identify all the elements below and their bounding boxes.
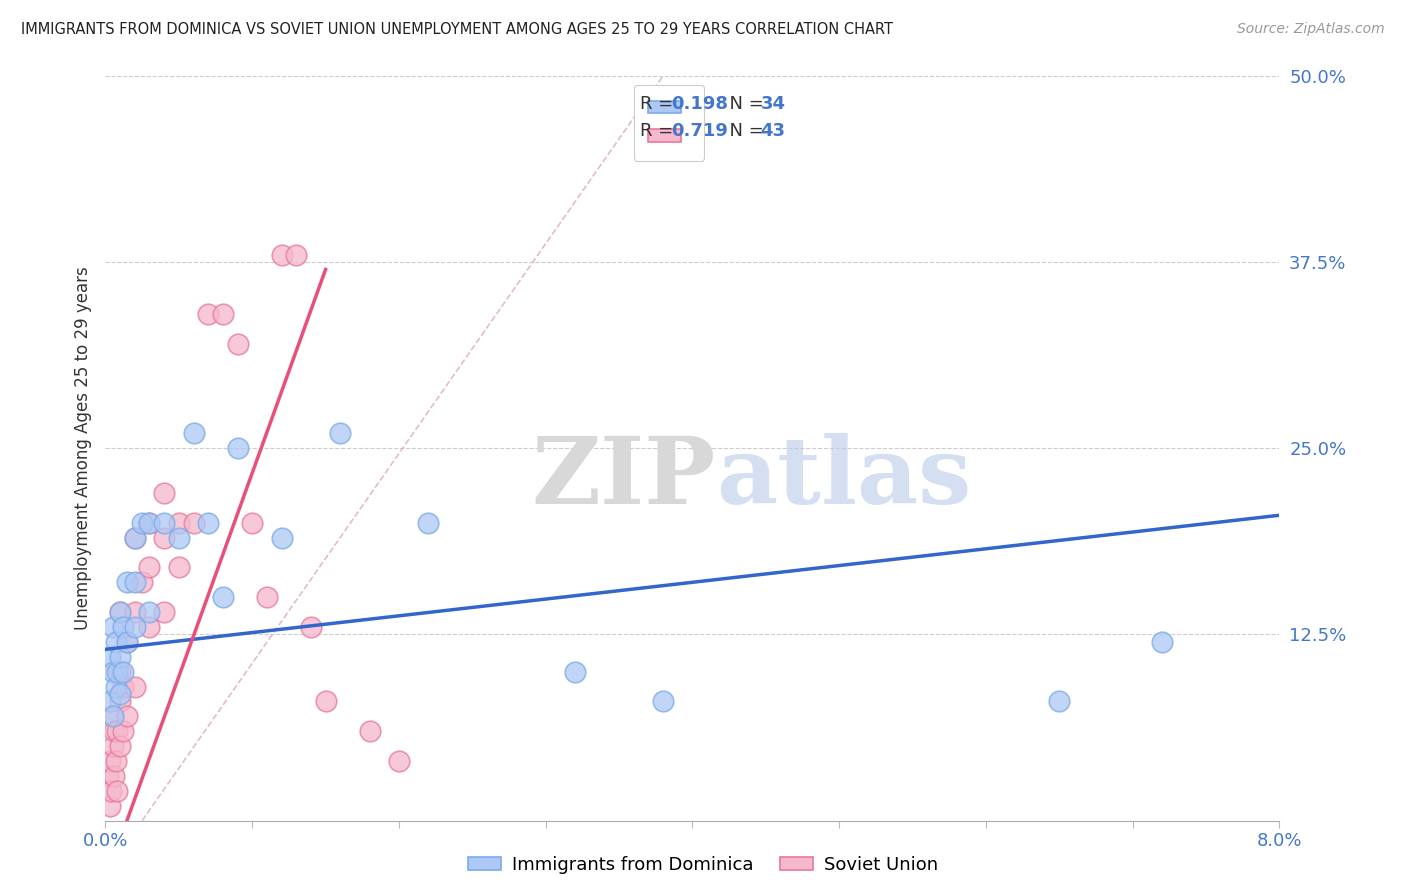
Point xyxy=(105,724,128,739)
Point xyxy=(138,516,160,530)
Point xyxy=(117,635,139,649)
Point xyxy=(112,665,135,679)
Point xyxy=(108,605,131,619)
Point xyxy=(103,724,125,739)
Point xyxy=(138,560,160,574)
Point xyxy=(153,605,176,619)
Point xyxy=(652,694,675,708)
Text: R =: R = xyxy=(640,95,679,113)
Point xyxy=(299,620,322,634)
Point xyxy=(1047,694,1070,708)
Point xyxy=(138,516,160,530)
Point xyxy=(124,620,146,634)
Point xyxy=(183,426,205,441)
Point xyxy=(98,754,121,768)
Point xyxy=(103,769,125,783)
Point xyxy=(108,665,131,679)
Text: N =: N = xyxy=(718,122,769,140)
Point xyxy=(108,605,131,619)
Point xyxy=(101,665,124,679)
Point xyxy=(101,620,124,634)
Text: R =: R = xyxy=(640,122,679,140)
Point xyxy=(329,426,352,441)
Point xyxy=(138,620,160,634)
Point xyxy=(564,665,586,679)
Point xyxy=(167,560,190,574)
Point xyxy=(104,754,127,768)
Point xyxy=(138,605,160,619)
Point xyxy=(285,247,308,261)
Point xyxy=(98,649,121,664)
Point xyxy=(167,531,190,545)
Text: atlas: atlas xyxy=(716,433,972,523)
Point xyxy=(101,709,124,723)
Point xyxy=(131,516,153,530)
Text: N =: N = xyxy=(718,95,769,113)
Text: ZIP: ZIP xyxy=(531,433,716,523)
Point xyxy=(124,531,146,545)
Point xyxy=(104,680,127,694)
Point xyxy=(108,694,131,708)
Point xyxy=(131,575,153,590)
Point xyxy=(183,516,205,530)
Point xyxy=(211,307,233,321)
Point xyxy=(97,769,120,783)
Point xyxy=(388,754,411,768)
Legend: , : , xyxy=(634,85,704,161)
Point xyxy=(124,605,146,619)
Point xyxy=(153,531,176,545)
Point xyxy=(101,739,124,753)
Point xyxy=(112,724,135,739)
Point xyxy=(197,516,219,530)
Point xyxy=(315,694,337,708)
Point xyxy=(124,575,146,590)
Text: 34: 34 xyxy=(761,95,786,113)
Point xyxy=(270,247,292,261)
Point xyxy=(101,709,124,723)
Point xyxy=(117,635,139,649)
Point xyxy=(124,680,146,694)
Point xyxy=(211,591,233,605)
Point xyxy=(197,307,219,321)
Point xyxy=(240,516,263,530)
Point xyxy=(98,798,121,813)
Point xyxy=(153,486,176,500)
Point xyxy=(100,784,122,798)
Point xyxy=(359,724,381,739)
Text: Source: ZipAtlas.com: Source: ZipAtlas.com xyxy=(1237,22,1385,37)
Legend: Immigrants from Dominica, Soviet Union: Immigrants from Dominica, Soviet Union xyxy=(460,847,946,883)
Point xyxy=(108,649,131,664)
Point xyxy=(98,694,121,708)
Point xyxy=(108,687,131,701)
Point xyxy=(256,591,278,605)
Point xyxy=(112,680,135,694)
Point xyxy=(117,709,139,723)
Point xyxy=(108,739,131,753)
Point xyxy=(112,620,135,634)
Text: 0.719: 0.719 xyxy=(671,122,728,140)
Point xyxy=(105,665,128,679)
Point xyxy=(167,516,190,530)
Point xyxy=(153,516,176,530)
Text: 0.198: 0.198 xyxy=(671,95,728,113)
Point xyxy=(226,337,249,351)
Point xyxy=(270,531,292,545)
Point xyxy=(1150,635,1173,649)
Text: 43: 43 xyxy=(761,122,786,140)
Y-axis label: Unemployment Among Ages 25 to 29 years: Unemployment Among Ages 25 to 29 years xyxy=(73,267,91,630)
Point xyxy=(105,784,128,798)
Point xyxy=(124,531,146,545)
Point xyxy=(418,516,440,530)
Point xyxy=(104,635,127,649)
Point xyxy=(117,575,139,590)
Text: IMMIGRANTS FROM DOMINICA VS SOVIET UNION UNEMPLOYMENT AMONG AGES 25 TO 29 YEARS : IMMIGRANTS FROM DOMINICA VS SOVIET UNION… xyxy=(21,22,893,37)
Point xyxy=(226,442,249,455)
